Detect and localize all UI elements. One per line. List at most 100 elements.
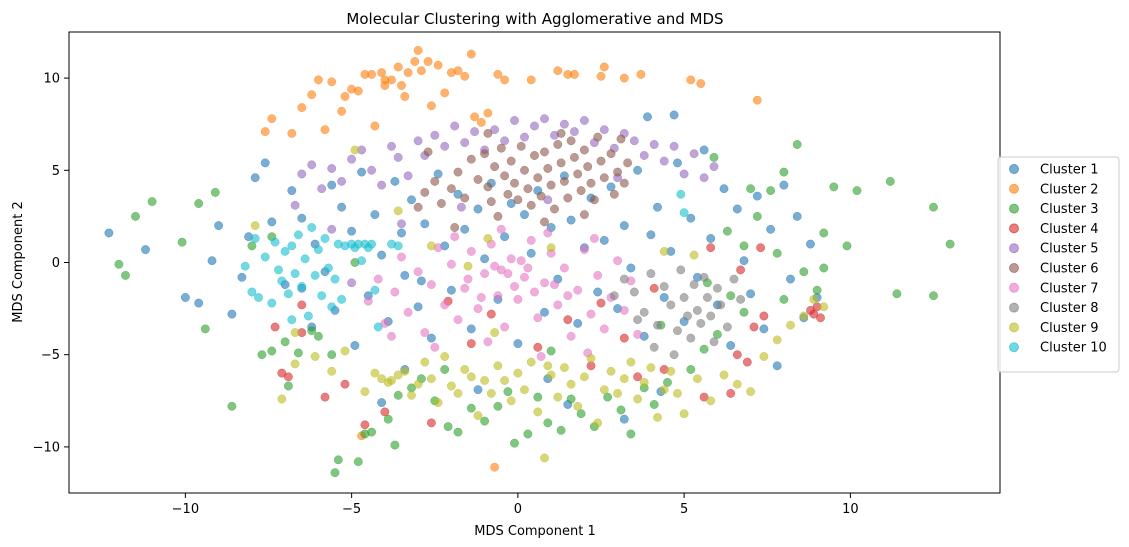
data-point <box>370 210 380 220</box>
data-point <box>633 394 643 404</box>
data-point <box>799 311 809 321</box>
data-point <box>829 182 839 192</box>
data-point <box>307 160 317 170</box>
data-point <box>706 243 716 253</box>
data-point <box>430 176 440 186</box>
data-point <box>416 276 426 286</box>
data-point <box>819 228 829 238</box>
data-point <box>619 274 629 284</box>
data-point <box>609 189 619 199</box>
data-point <box>250 173 260 183</box>
data-point <box>772 361 782 371</box>
data-point <box>456 202 466 212</box>
data-point <box>679 208 689 218</box>
data-point <box>516 141 526 151</box>
legend-label: Cluster 3 <box>1040 202 1099 217</box>
data-point <box>207 256 217 266</box>
data-point <box>593 270 603 280</box>
legend-box <box>997 156 1120 373</box>
data-point <box>526 357 536 367</box>
data-point <box>373 274 383 284</box>
series-3 <box>114 140 955 478</box>
data-point <box>420 328 430 338</box>
data-point <box>679 169 689 179</box>
data-point <box>270 322 280 332</box>
data-point <box>413 202 423 212</box>
data-point <box>679 409 689 419</box>
data-point <box>586 309 596 319</box>
data-point <box>453 189 463 199</box>
data-point <box>500 232 510 242</box>
data-point <box>367 69 377 79</box>
data-point <box>589 195 599 205</box>
data-point <box>599 173 609 183</box>
data-point <box>290 269 300 279</box>
data-point <box>736 294 746 304</box>
data-point <box>709 152 719 162</box>
data-point <box>553 140 563 149</box>
data-point <box>553 392 563 402</box>
data-point <box>563 193 573 203</box>
data-point <box>480 416 490 426</box>
data-point <box>533 313 543 323</box>
data-point <box>270 237 280 247</box>
data-point <box>323 263 333 273</box>
legend-marker <box>1009 322 1019 333</box>
data-point <box>493 401 503 411</box>
data-point <box>593 287 603 297</box>
data-point <box>237 272 247 282</box>
data-point <box>397 81 406 90</box>
legend-marker <box>1009 282 1019 293</box>
data-point <box>470 127 480 137</box>
data-point <box>370 368 380 378</box>
data-point <box>619 414 629 424</box>
data-point <box>749 322 759 332</box>
data-point <box>493 361 503 371</box>
data-point <box>559 263 569 273</box>
data-point <box>786 320 795 330</box>
data-point <box>347 154 357 164</box>
legend-label: Cluster 6 <box>1040 262 1099 277</box>
data-point <box>247 241 257 251</box>
data-point <box>593 418 603 428</box>
data-point <box>696 318 706 328</box>
data-point <box>413 302 423 312</box>
data-point <box>626 263 636 273</box>
data-point <box>453 167 463 177</box>
data-point <box>729 274 739 284</box>
data-point <box>553 66 563 76</box>
data-point <box>510 282 519 291</box>
data-point <box>317 184 327 194</box>
data-point <box>453 427 463 437</box>
data-point <box>283 381 293 391</box>
data-point <box>210 187 220 197</box>
legend-marker <box>1009 243 1019 254</box>
data-point <box>559 363 569 373</box>
data-point <box>506 199 516 208</box>
data-point <box>722 226 732 236</box>
data-point <box>566 136 576 146</box>
data-point <box>490 162 500 172</box>
data-point <box>613 388 623 398</box>
data-point <box>639 151 649 160</box>
data-point <box>623 158 633 168</box>
data-point <box>689 250 699 260</box>
data-point <box>659 385 669 395</box>
data-point <box>493 291 503 301</box>
data-point <box>772 248 782 258</box>
data-point <box>639 307 649 317</box>
data-point <box>689 280 699 290</box>
data-point <box>596 156 606 166</box>
data-point <box>596 71 606 81</box>
legend-marker <box>1009 223 1019 234</box>
data-point <box>367 427 377 437</box>
data-point <box>380 407 390 417</box>
data-point <box>596 298 606 308</box>
data-point <box>653 320 662 330</box>
data-point <box>510 178 519 188</box>
data-point <box>699 145 709 155</box>
data-point <box>629 287 639 297</box>
y-tick-label: −5 <box>41 348 60 363</box>
legend-label: Cluster 5 <box>1040 242 1099 257</box>
data-point <box>466 403 476 413</box>
